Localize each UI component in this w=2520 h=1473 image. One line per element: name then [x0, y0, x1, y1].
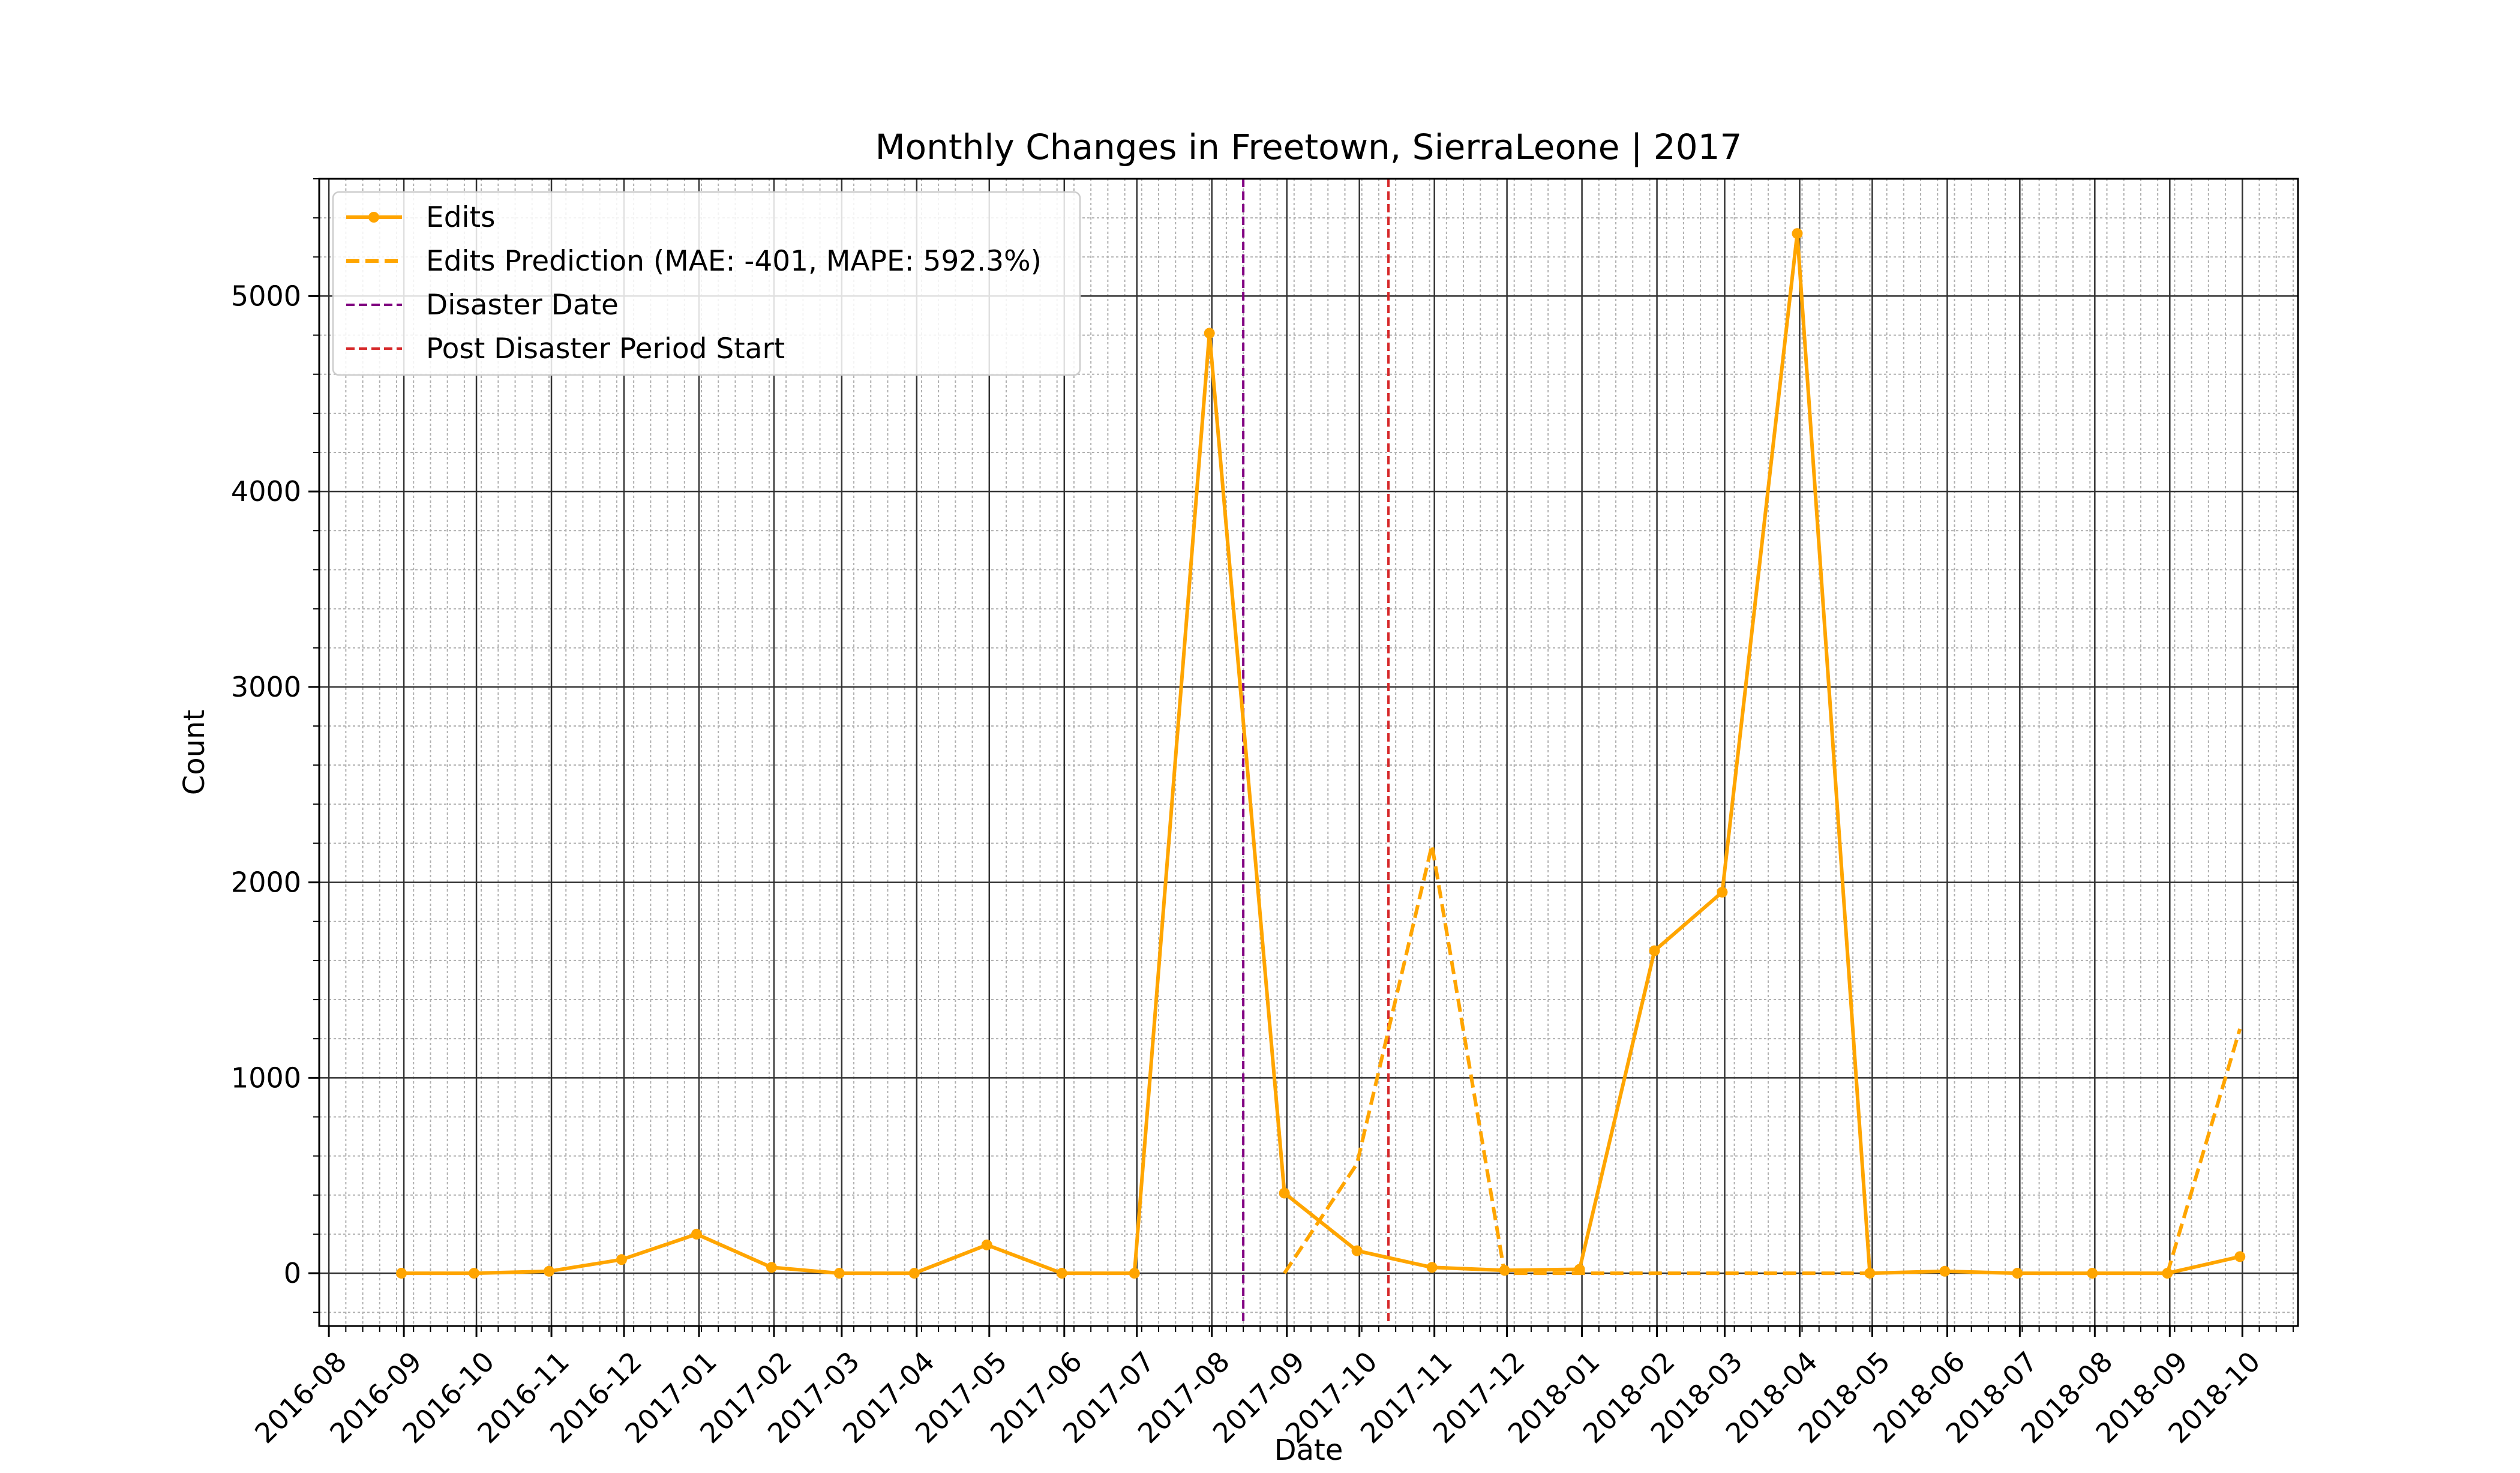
plot-frame: [318, 178, 2299, 1327]
edits-point: [1864, 1268, 1876, 1279]
y-tick-label: 4000: [231, 475, 301, 508]
legend-label: Post Disaster Period Start: [426, 332, 785, 365]
edits-point: [544, 1265, 555, 1277]
legend-label: Edits: [426, 201, 496, 234]
y-tick-label: 1000: [231, 1061, 301, 1094]
edits-point: [1351, 1245, 1363, 1256]
edits-point: [2012, 1268, 2023, 1279]
y-tick-label: 2000: [231, 866, 301, 899]
edits-point: [1574, 1264, 1585, 1275]
legend-label: Edits Prediction (MAE: -401, MAPE: 592.3…: [426, 245, 1042, 278]
legend-box: [332, 191, 1081, 376]
edits-point: [1426, 1262, 1438, 1273]
legend: Edits Edits Prediction (MAE: -401, MAPE: …: [332, 191, 1081, 376]
edits-point: [1717, 886, 1728, 898]
edits-point: [469, 1268, 480, 1279]
edits-line: [401, 232, 2240, 1276]
legend-marker: [368, 212, 379, 223]
y-tick-label: 0: [284, 1257, 301, 1289]
series-lines: [396, 228, 2246, 1279]
legend-label: Disaster Date: [426, 289, 619, 322]
x-axis-label: Date: [1274, 1433, 1343, 1467]
edits-point: [396, 1268, 407, 1279]
chart-title: Monthly Changes in Freetown, SierraLeone…: [875, 127, 1742, 167]
edits-point: [691, 1228, 702, 1240]
edits-point: [1204, 328, 1215, 339]
edits-point: [2162, 1268, 2173, 1279]
edits-point: [1129, 1268, 1140, 1279]
y-axis-label: Count: [178, 710, 211, 796]
y-tick-label: 3000: [231, 671, 301, 703]
reference-lines: [1242, 179, 1390, 1326]
prediction-line: [2165, 1028, 2242, 1274]
edits-point: [766, 1262, 777, 1273]
edits-point: [1056, 1268, 1067, 1279]
edits-point: [1279, 1187, 1290, 1199]
y-tick-label: 5000: [231, 280, 301, 312]
edits-point: [2234, 1251, 2246, 1262]
edits-point: [981, 1239, 992, 1250]
edits-point: [833, 1268, 845, 1279]
edits-point: [1939, 1265, 1951, 1277]
edits-point: [908, 1268, 920, 1279]
edits-point: [2087, 1268, 2098, 1279]
edits-point: [1792, 228, 1803, 239]
edits-point: [616, 1254, 627, 1265]
edits-point: [1499, 1265, 1510, 1276]
grid-lines: [319, 178, 2298, 1326]
edits-point: [1649, 945, 1660, 956]
